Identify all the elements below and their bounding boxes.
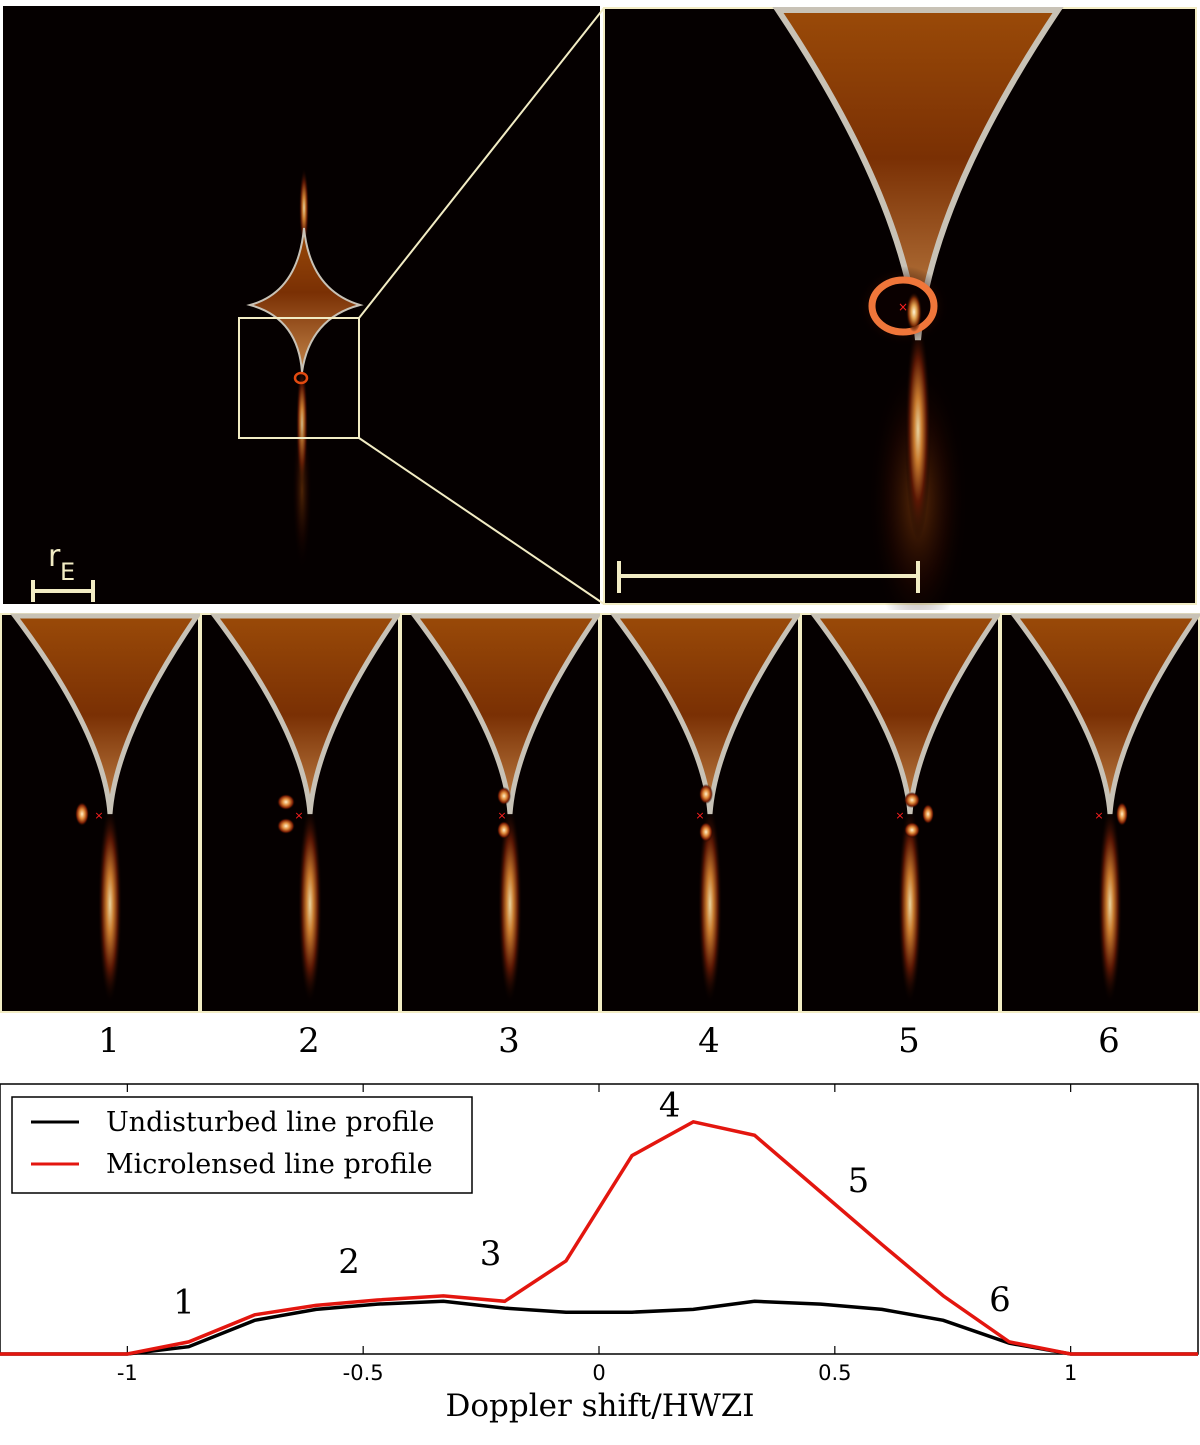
ring-small [293, 371, 309, 385]
source-image-blob [277, 818, 295, 834]
annotation-label: 2 [338, 1242, 360, 1282]
series-undisturbed-line [0, 1299, 1198, 1356]
source-marker: × [898, 300, 908, 314]
source-image-blob [497, 787, 511, 805]
source-image-blob [277, 794, 295, 810]
snapshot-panels: × × × × × × 1 2 3 4 5 6 [0, 613, 1200, 1061]
snapshot-panel-3: × [400, 613, 602, 1013]
zoom-ring-hot [906, 292, 922, 332]
snapshot-panel-1: × [0, 613, 202, 1013]
snapshot-panel-5: × [800, 613, 1002, 1013]
source-image-blob [75, 802, 89, 826]
snapshot-panel-6: × [1000, 613, 1200, 1013]
source-marker: × [695, 809, 704, 822]
annotation-label: 6 [989, 1280, 1011, 1320]
x-tick-label: -1 [117, 1361, 138, 1385]
magnification-map-top: r E × [3, 6, 1197, 610]
legend-label-undisturbed: Undisturbed line profile [106, 1107, 434, 1138]
scale-bar-label: r [48, 539, 61, 574]
source-marker: × [1094, 809, 1103, 822]
upper-jet [299, 168, 309, 248]
x-tick-label: 0.5 [818, 1361, 851, 1385]
source-image-blob [497, 821, 511, 839]
source-image-blob [699, 784, 713, 804]
zoom-box [238, 317, 360, 439]
source-marker: × [895, 809, 904, 822]
source-image-blob [699, 822, 713, 842]
source-marker: × [294, 809, 303, 822]
zoom-connector-top [358, 7, 605, 319]
panel-label-4: 4 [698, 1021, 720, 1061]
panel-label-5: 5 [898, 1021, 920, 1061]
annotation-label: 1 [173, 1283, 195, 1323]
legend: Undisturbed line profile Microlensed lin… [11, 1096, 473, 1194]
annotation-label: 5 [848, 1161, 870, 1201]
line-profile-chart: -1 -0.5 0 0.5 1 1 2 3 4 5 6 Undisturbed line prof… [0, 1083, 1199, 1424]
x-axis-label: Doppler shift/HWZI [446, 1388, 755, 1424]
zoom-connector-bottom [358, 437, 605, 605]
source-marker: × [497, 809, 506, 822]
panel-label-1: 1 [98, 1021, 120, 1061]
annotation-label: 4 [659, 1085, 681, 1125]
panel-label-3: 3 [498, 1021, 520, 1061]
annotation-label: 3 [480, 1234, 502, 1274]
zoom-lower-jet [905, 320, 931, 540]
scale-bar-right [617, 561, 920, 593]
source-image-blob [922, 804, 934, 824]
scale-bar-left: r E [31, 539, 95, 602]
source-image-blob [1116, 802, 1128, 826]
snapshot-panel-4: × [600, 613, 802, 1013]
scale-bar-subscript: E [60, 558, 75, 586]
source-marker: × [94, 809, 103, 822]
snapshot-panel-2: × [200, 613, 402, 1013]
lower-glow [292, 410, 312, 570]
x-tick-label: -0.5 [343, 1361, 384, 1385]
series-microlensed-line [0, 1119, 1198, 1356]
source-image-blob [904, 822, 920, 838]
panel-label-6: 6 [1098, 1021, 1120, 1061]
source-image-blob [904, 792, 920, 808]
x-tick-label: 0 [592, 1361, 605, 1385]
legend-label-microlensed: Microlensed line profile [106, 1149, 433, 1180]
panel-label-2: 2 [298, 1021, 320, 1061]
x-tick-label: 1 [1064, 1361, 1077, 1385]
